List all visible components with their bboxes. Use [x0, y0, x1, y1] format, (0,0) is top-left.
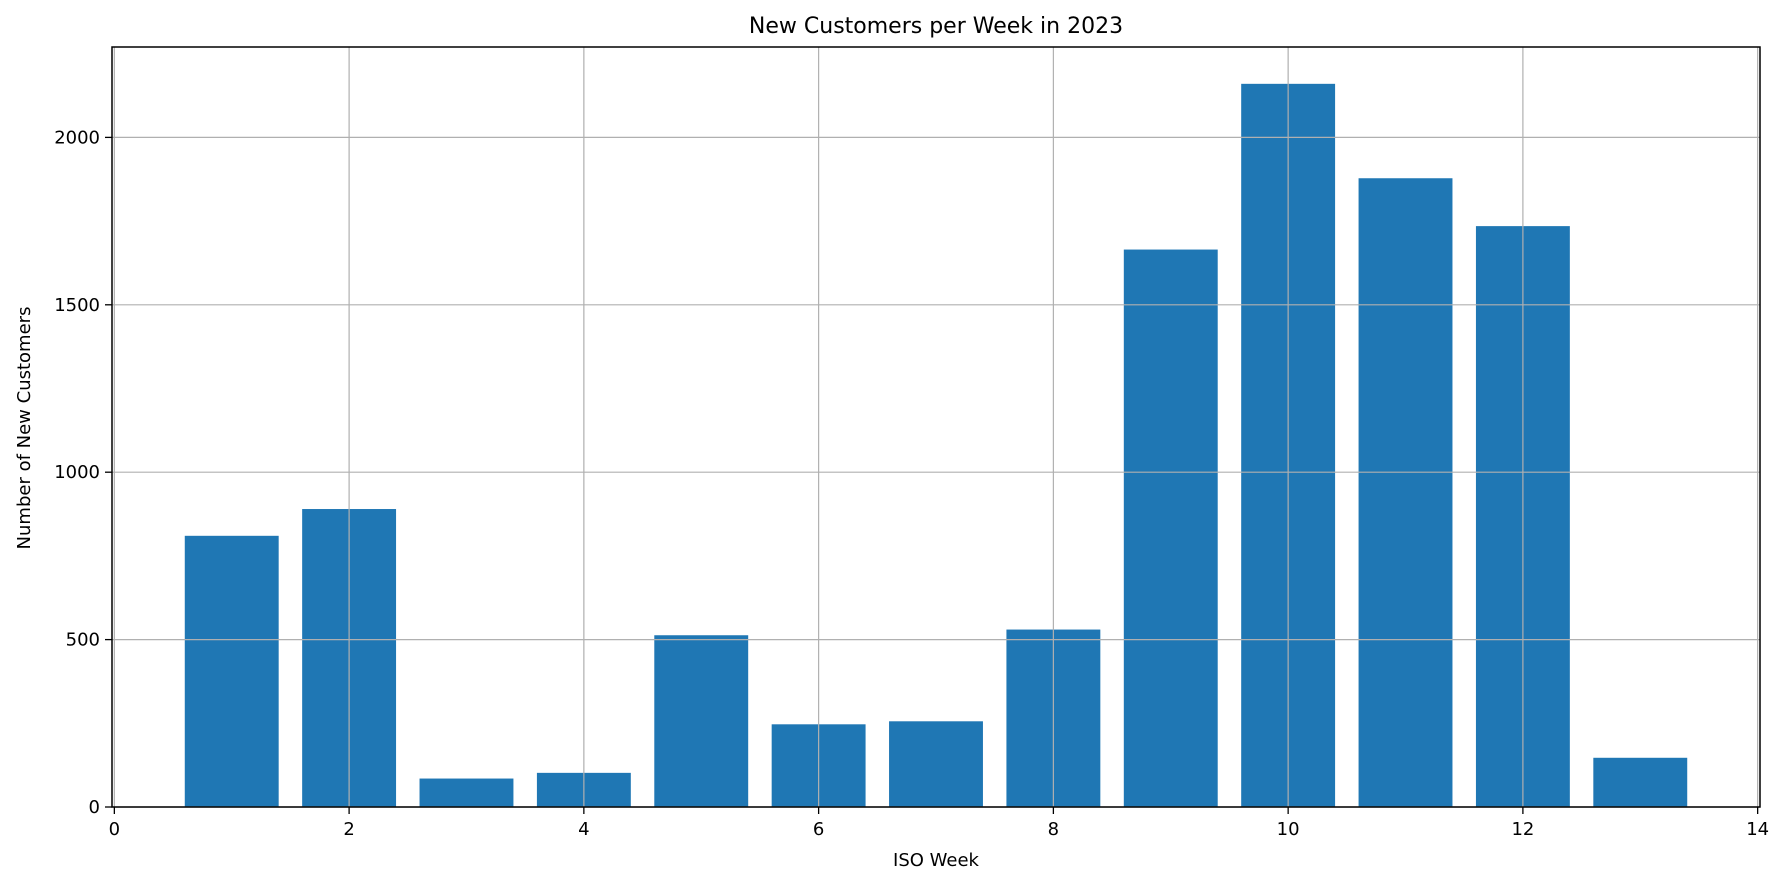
plot-frame [111, 46, 1761, 808]
x-tick-label: 10 [1277, 819, 1300, 840]
y-tick-label: 1500 [54, 295, 100, 316]
x-tick-label: 4 [578, 819, 589, 840]
y-axis-label: Number of New Customers [14, 307, 35, 550]
x-tick-label: 6 [813, 819, 824, 840]
bar [654, 635, 749, 807]
axes [111, 46, 1761, 808]
bar [1123, 249, 1218, 808]
x-tick-label: 0 [109, 819, 120, 840]
x-tick-label: 14 [1746, 819, 1769, 840]
y-tick-label: 500 [66, 630, 100, 651]
y-tick-label: 0 [89, 797, 100, 818]
tick-labels: 0 2 4 6 8 10 12 14 0 500 1000 1500 2000 [54, 127, 1769, 840]
bar [889, 721, 983, 807]
x-tick-label: 8 [1048, 819, 1059, 840]
x-tick-label: 12 [1511, 819, 1534, 840]
bars [184, 83, 1688, 808]
x-tick-label: 2 [343, 819, 354, 840]
bar [184, 535, 279, 807]
x-axis-label: ISO Week [893, 850, 980, 871]
bar [1593, 757, 1688, 807]
chart-title: New Customers per Week in 2023 [749, 14, 1123, 39]
y-tick-label: 1000 [54, 462, 100, 483]
y-tick-label: 2000 [54, 127, 100, 148]
bar [419, 778, 514, 807]
bar [1358, 178, 1453, 807]
